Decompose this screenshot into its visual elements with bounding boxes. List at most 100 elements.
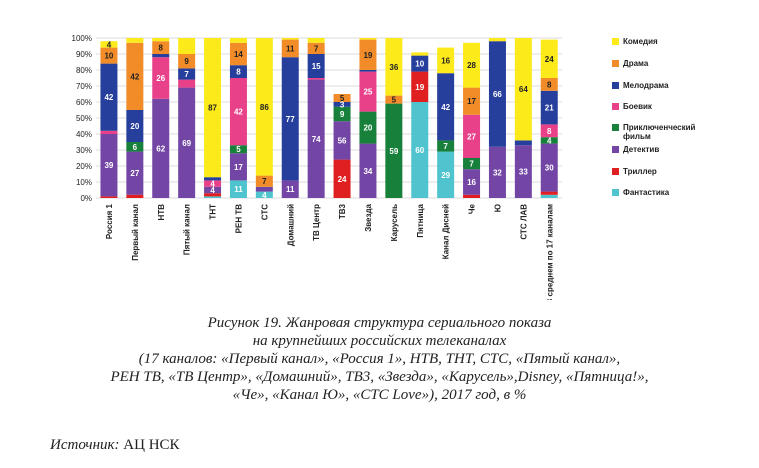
data-label: 10	[415, 60, 424, 69]
data-label: 5	[392, 96, 397, 105]
bar-segment	[281, 180, 299, 198]
x-category-label: Канал Дисней	[442, 204, 451, 259]
bar-segment	[514, 145, 532, 198]
data-label: 7	[314, 44, 319, 53]
x-axis-categories: Россия 1 Первый канал НТВ Пятый канал ТНТ РЕН…	[105, 203, 554, 300]
legend-label: Приключенческий фильм	[623, 123, 696, 141]
bar-segment	[333, 106, 351, 122]
data-label: 11	[286, 44, 295, 53]
bar-segment	[437, 47, 455, 74]
caption-line-3: (17 каналов: «Первый канал», «Россия 1»,…	[138, 351, 621, 367]
data-label: 69	[182, 139, 191, 148]
legend-swatch	[612, 82, 619, 89]
bar-segment	[488, 146, 506, 198]
legend-label: Мелодрама	[623, 81, 669, 90]
data-label: 8	[547, 127, 552, 136]
data-label: 29	[441, 171, 450, 180]
bar-segment	[359, 70, 377, 72]
figure-caption: Рисунок 19. Жанровая структура сериально…	[0, 314, 759, 404]
source-note: Источник: АЦ НСК	[50, 437, 180, 454]
data-label: 20	[130, 122, 139, 131]
bar-segment	[540, 124, 558, 138]
data-label: 33	[519, 168, 528, 177]
bar-segment	[411, 71, 429, 102]
data-label: 4	[262, 191, 267, 200]
bar-segment	[437, 151, 455, 198]
bar-segment	[488, 41, 506, 147]
data-label: 42	[441, 103, 450, 112]
x-category-label: Ю	[493, 204, 502, 212]
bar-segment	[178, 38, 196, 54]
data-label: 14	[234, 50, 243, 59]
bar-segment	[307, 78, 325, 80]
source-value: АЦ НСК	[123, 437, 180, 453]
data-label: 56	[338, 136, 347, 145]
data-label: 11	[234, 185, 243, 194]
bar-segment	[229, 153, 247, 181]
x-category-label: Пятый канал	[183, 204, 192, 255]
bar-segment	[411, 52, 429, 56]
data-label: 9	[340, 110, 345, 119]
x-category-label: Карусель	[390, 204, 399, 241]
data-label: 60	[415, 146, 424, 155]
genre-structure-chart: 0% 10% 20% 30% 40% 50% 60% 70% 80% 90% 100% 4 10 42 3…	[72, 34, 696, 300]
legend-label: Драма	[623, 59, 649, 68]
x-category-label: Че	[468, 203, 477, 214]
bar-segment	[204, 186, 222, 194]
data-label: 17	[467, 97, 476, 106]
y-tick-label: 90%	[76, 50, 92, 59]
bar-segment	[100, 41, 118, 48]
bar-segment	[540, 143, 558, 192]
data-label: 87	[208, 104, 217, 113]
bar-segment	[540, 78, 558, 91]
y-tick-label: 10%	[76, 178, 92, 187]
bar-segment	[463, 158, 481, 170]
data-label: 4	[210, 180, 215, 189]
data-label: 36	[389, 63, 398, 72]
y-tick-label: 20%	[76, 162, 92, 171]
bar-segment	[100, 47, 118, 64]
data-label: 42	[234, 108, 243, 117]
bar-segment	[333, 159, 351, 198]
x-category-label: НТВ	[157, 204, 166, 221]
x-category-label: РЕН ТВ	[234, 204, 243, 234]
bar-segment	[307, 79, 325, 198]
data-label: 62	[156, 144, 165, 153]
legend-label: Фантастика	[623, 188, 670, 197]
bar-segment	[178, 54, 196, 69]
legend-label: Детектив	[623, 145, 659, 154]
bar-segment	[229, 78, 247, 146]
bar-segment	[359, 143, 377, 198]
data-label: 15	[312, 62, 321, 71]
y-tick-label: 80%	[76, 66, 92, 75]
bar-segment	[437, 73, 455, 141]
data-label: 10	[104, 52, 113, 61]
bar-segment	[411, 55, 429, 72]
data-label: 42	[130, 72, 139, 81]
y-tick-label: 30%	[76, 146, 92, 155]
data-label: 39	[104, 161, 113, 170]
bar-segment	[126, 42, 144, 110]
y-tick-label: 40%	[76, 130, 92, 139]
bar-segment	[126, 151, 144, 195]
y-tick-label: 100%	[72, 34, 92, 43]
data-label: 3	[340, 100, 345, 109]
bar-segment	[204, 193, 222, 197]
legend-label: Триллер	[623, 167, 657, 176]
bar-segment	[540, 191, 558, 195]
data-label: 66	[493, 90, 502, 99]
bar-segment	[229, 38, 247, 43]
y-tick-label: 60%	[76, 98, 92, 107]
bar-segment	[255, 186, 273, 192]
data-label: 7	[184, 70, 189, 79]
legend-label: Боевик	[623, 102, 653, 111]
bar-segment	[204, 196, 222, 198]
bar-segment	[100, 63, 118, 131]
data-label: 32	[493, 168, 502, 177]
bar-segment	[437, 140, 455, 152]
legend-swatch	[612, 146, 619, 153]
data-label: 8	[236, 68, 241, 77]
bar-segment	[126, 194, 144, 198]
bar-segment	[385, 103, 403, 198]
legend-swatch	[612, 124, 619, 131]
